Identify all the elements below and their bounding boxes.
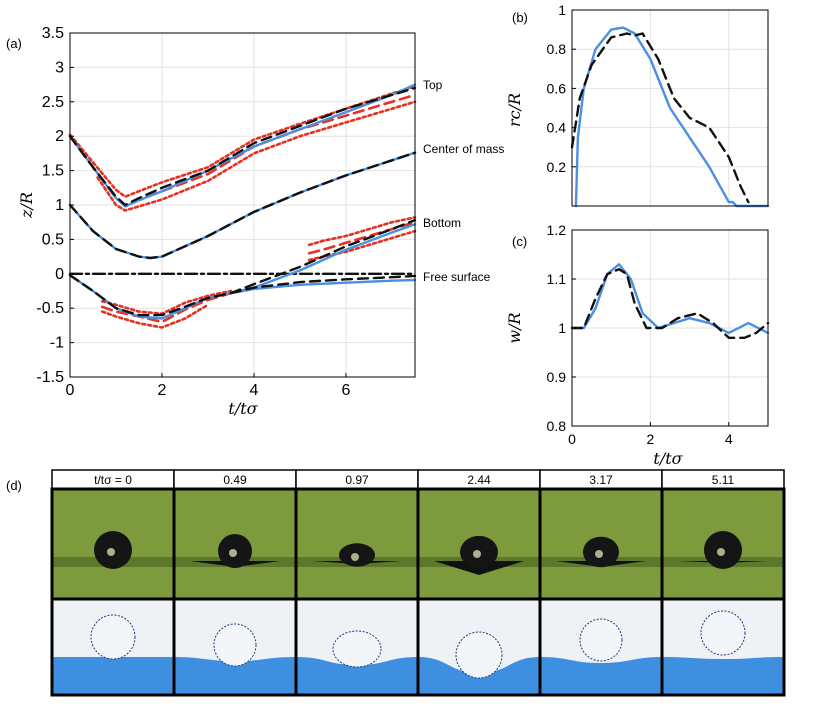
panel-a-yticks: -1.5 -1 -0.5 0 0.5 1 1.5 2 2.5 3 3.5 (36, 25, 74, 386)
simulation-drop (213, 623, 257, 667)
panel-b-chart: 0.2 0.4 0.6 0.8 1 (547, 2, 770, 208)
panel-b-series (570, 26, 770, 208)
xtick-label: 4 (250, 382, 259, 399)
ytick-label: 2.5 (42, 94, 64, 111)
snapshot-column: 0.97 (295, 469, 419, 695)
panel-c-chart: 0.8 0.9 1 1.1 1.2 0 2 4 (547, 222, 770, 447)
panel-label-a: (a) (6, 36, 22, 51)
ytick-label: 0 (55, 266, 64, 283)
panel-a-ylabel: z/R (17, 192, 36, 219)
annotation-free-surface: Free surface (423, 270, 491, 284)
xtick-label: 0 (568, 431, 576, 447)
series-line (100, 303, 210, 329)
drop-highlight (107, 548, 115, 556)
simulation-liquid (296, 657, 418, 695)
snapshot-time-label: 0.97 (345, 473, 369, 487)
simulation-liquid (174, 657, 296, 695)
panel-c-yticks: 0.8 0.9 1 1.1 1.2 (547, 222, 576, 434)
panel-a-series (68, 83, 417, 329)
annotation-center-of-mass: Center of mass (423, 142, 504, 156)
series-line (100, 289, 233, 315)
ytick-label: 1.2 (547, 222, 567, 238)
snapshot-time-label: t/tσ = 0 (94, 473, 132, 487)
ytick-label: -0.5 (36, 300, 64, 317)
ytick-label: 0.2 (547, 159, 567, 175)
ytick-label: 1 (558, 2, 566, 18)
drop-highlight (595, 550, 603, 558)
ytick-label: 0.5 (42, 231, 64, 248)
ytick-label: 0.8 (547, 418, 567, 434)
series-line (307, 216, 417, 247)
panel-a-xticks: 0 2 4 6 (66, 373, 351, 399)
snapshot-time-label: 5.11 (712, 473, 735, 487)
ytick-label: -1.5 (36, 369, 64, 386)
annotation-top: Top (423, 78, 443, 92)
snapshot-column: 5.11 (661, 469, 785, 695)
ytick-label: 0.9 (547, 369, 567, 385)
simulation-liquid (662, 657, 784, 695)
series-line (570, 268, 770, 339)
series-line (100, 291, 233, 324)
panel-a-chart: -1.5 -1 -0.5 0 0.5 1 1.5 2 2.5 3 3.5 0 2 4 6 (36, 25, 417, 399)
ytick-label: 3 (55, 59, 64, 76)
simulation-drop (700, 610, 746, 656)
annotation-bottom: Bottom (423, 216, 461, 230)
ytick-label: 1 (558, 320, 566, 336)
drop-highlight (717, 548, 725, 556)
snapshot-column: 0.49 (173, 469, 297, 695)
snapshot-column: 3.17 (539, 469, 663, 695)
simulation-drop (332, 630, 382, 668)
panel-d-snapshots: t/tσ = 0 0.49 0.97 2.44 3.17 5.11 (50, 469, 786, 697)
series-line (229, 274, 417, 295)
ytick-label: -1 (50, 335, 64, 352)
snapshot-column: 2.44 (417, 469, 541, 695)
panel-c-xticks: 0 2 4 (568, 422, 733, 447)
ytick-label: 0.4 (547, 120, 567, 136)
drop-highlight (229, 549, 237, 557)
series-line (68, 86, 417, 207)
series-line (570, 263, 770, 335)
snapshot-time-label: 0.49 (223, 473, 247, 487)
drop-highlight (351, 553, 359, 561)
series-line (570, 32, 750, 204)
panel-c-ylabel: w/R (505, 312, 524, 343)
panel-a-grid (70, 32, 415, 378)
xtick-label: 0 (66, 382, 75, 399)
panel-label-c: (c) (512, 234, 527, 249)
panel-b-yticks: 0.2 0.4 0.6 0.8 1 (547, 2, 576, 175)
series-line (574, 26, 770, 208)
ytick-label: 0.8 (547, 41, 567, 57)
xtick-label: 2 (647, 431, 655, 447)
xtick-label: 2 (158, 382, 167, 399)
panel-b-ylabel: rc/R (505, 93, 524, 127)
ytick-label: 0.6 (547, 80, 567, 96)
panel-a-xlabel: t/tσ (228, 399, 258, 418)
series-line (68, 85, 417, 198)
panel-label-d: (d) (6, 478, 22, 493)
panel-label-b: (b) (512, 10, 528, 25)
panel-b-frame (571, 9, 769, 207)
xtick-label: 6 (342, 382, 351, 399)
snapshot-column: t/tσ = 0 (51, 469, 175, 695)
xtick-label: 4 (725, 431, 733, 447)
ytick-label: 1.1 (547, 271, 567, 287)
simulation-drop (455, 631, 503, 679)
ytick-label: 1.5 (42, 163, 64, 180)
ytick-label: 3.5 (42, 25, 64, 42)
panel-c-series (570, 263, 770, 339)
simulation-drop (579, 618, 623, 662)
simulation-drop (90, 614, 136, 660)
ytick-label: 2 (55, 128, 64, 145)
snapshot-time-label: 2.44 (467, 473, 491, 487)
drop-highlight (473, 550, 481, 558)
panel-c-xlabel: t/tσ (653, 449, 683, 468)
simulation-liquid (540, 657, 662, 695)
series-line (68, 218, 417, 317)
simulation-liquid (52, 657, 174, 695)
ytick-label: 1 (55, 197, 64, 214)
series-line (68, 151, 417, 260)
snapshot-time-label: 3.17 (589, 473, 613, 487)
series-line (96, 100, 417, 212)
